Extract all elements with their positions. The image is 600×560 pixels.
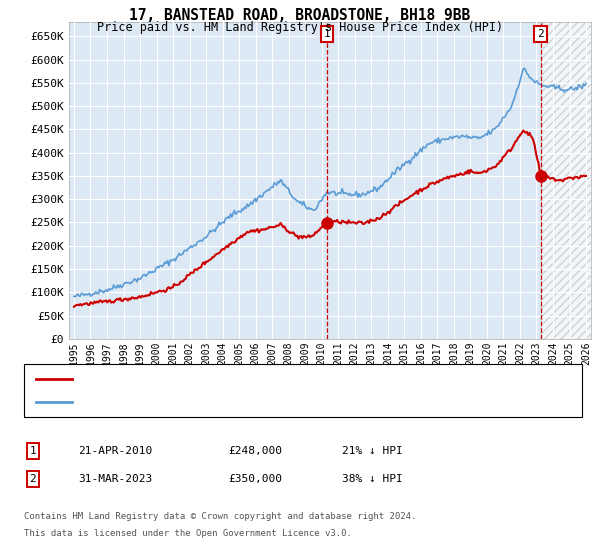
Text: 17, BANSTEAD ROAD, BROADSTONE, BH18 9BB (detached house): 17, BANSTEAD ROAD, BROADSTONE, BH18 9BB … bbox=[81, 374, 431, 384]
Text: 2: 2 bbox=[29, 474, 37, 484]
Text: 21% ↓ HPI: 21% ↓ HPI bbox=[342, 446, 403, 456]
Text: 2: 2 bbox=[537, 29, 544, 39]
Text: £248,000: £248,000 bbox=[228, 446, 282, 456]
Text: 21-APR-2010: 21-APR-2010 bbox=[78, 446, 152, 456]
Text: Contains HM Land Registry data © Crown copyright and database right 2024.: Contains HM Land Registry data © Crown c… bbox=[24, 512, 416, 521]
Text: 38% ↓ HPI: 38% ↓ HPI bbox=[342, 474, 403, 484]
Text: £350,000: £350,000 bbox=[228, 474, 282, 484]
Text: This data is licensed under the Open Government Licence v3.0.: This data is licensed under the Open Gov… bbox=[24, 529, 352, 538]
Text: 17, BANSTEAD ROAD, BROADSTONE, BH18 9BB: 17, BANSTEAD ROAD, BROADSTONE, BH18 9BB bbox=[130, 8, 470, 24]
Text: 31-MAR-2023: 31-MAR-2023 bbox=[78, 474, 152, 484]
Text: 1: 1 bbox=[29, 446, 37, 456]
Text: 1: 1 bbox=[323, 29, 330, 39]
Text: Price paid vs. HM Land Registry's House Price Index (HPI): Price paid vs. HM Land Registry's House … bbox=[97, 21, 503, 34]
Text: HPI: Average price, detached house, Bournemouth Christchurch and Poole: HPI: Average price, detached house, Bour… bbox=[81, 397, 518, 407]
